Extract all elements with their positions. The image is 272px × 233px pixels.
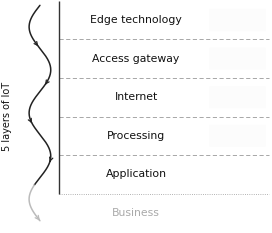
Text: 5 layers of IoT: 5 layers of IoT	[2, 82, 13, 151]
FancyBboxPatch shape	[209, 125, 266, 147]
FancyBboxPatch shape	[209, 9, 266, 31]
Text: Access gateway: Access gateway	[92, 54, 180, 64]
Text: Processing: Processing	[107, 131, 165, 141]
Text: Business: Business	[112, 208, 160, 218]
Text: Application: Application	[106, 169, 166, 179]
Text: Edge technology: Edge technology	[90, 15, 182, 25]
FancyBboxPatch shape	[209, 86, 266, 108]
FancyBboxPatch shape	[209, 47, 266, 70]
Text: Internet: Internet	[114, 92, 158, 102]
